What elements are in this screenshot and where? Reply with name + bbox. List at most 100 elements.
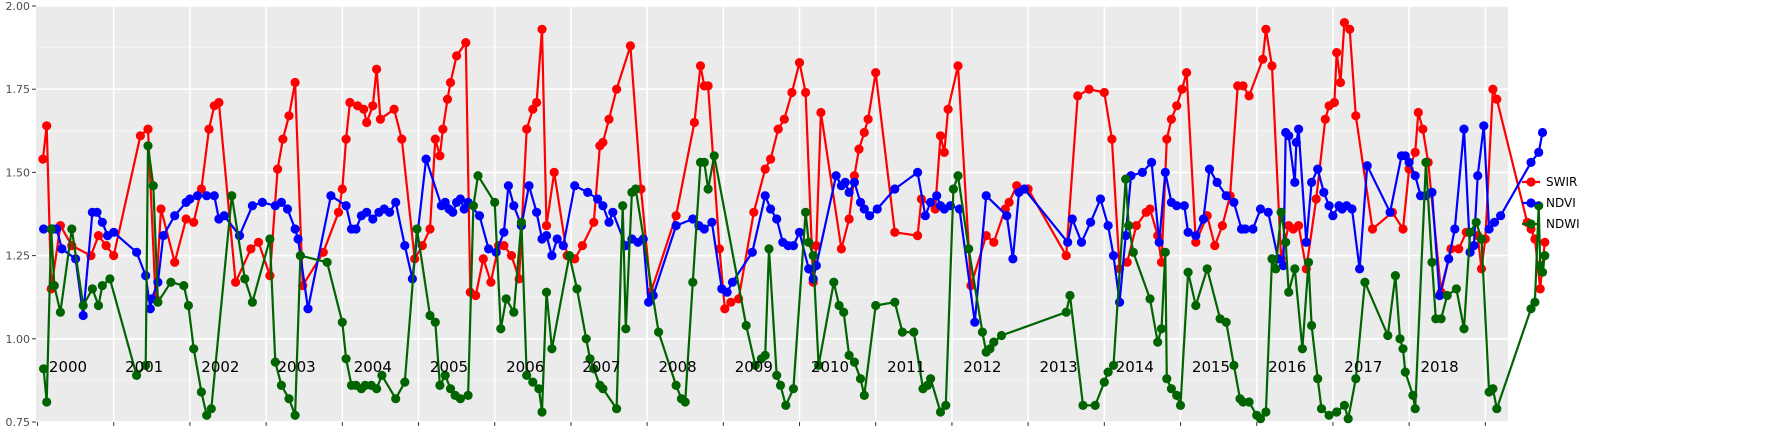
- data-point-ndvi: [772, 214, 782, 224]
- data-point-ndwi: [1090, 400, 1100, 410]
- data-point-ndvi: [1095, 194, 1106, 204]
- legend-marker: [1526, 177, 1536, 187]
- data-point-ndwi: [1290, 264, 1300, 274]
- data-point-swir: [290, 77, 300, 88]
- data-point-ndwi: [585, 354, 595, 364]
- data-point-ndvi: [1301, 237, 1311, 247]
- data-point-swir: [549, 167, 559, 177]
- data-point-swir: [93, 231, 104, 241]
- data-point-ndvi: [391, 197, 401, 207]
- data-point-ndwi: [1465, 227, 1475, 237]
- data-point-ndwi: [572, 284, 582, 294]
- data-point-swir: [1535, 284, 1545, 294]
- data-point-swir: [101, 241, 111, 251]
- data-point-ndvi: [1385, 207, 1395, 217]
- data-point-swir: [499, 241, 509, 251]
- data-point-ndvi: [92, 207, 102, 217]
- data-point-ndvi: [1484, 224, 1494, 234]
- data-point-swir: [42, 121, 52, 131]
- data-point-swir: [170, 257, 180, 267]
- data-point-swir: [854, 144, 864, 154]
- data-point-ndwi: [455, 394, 465, 404]
- data-point-ndwi: [1108, 360, 1119, 370]
- data-point-ndwi: [953, 171, 963, 181]
- legend-marker: [1526, 198, 1536, 208]
- data-point-ndwi: [183, 300, 193, 311]
- data-point-ndvi: [1008, 254, 1018, 264]
- data-point-ndvi: [1147, 157, 1157, 167]
- year-label: 2004: [354, 358, 392, 376]
- data-point-ndvi: [1278, 261, 1288, 271]
- data-point-ndwi: [688, 277, 698, 287]
- data-point-swir: [522, 124, 532, 134]
- data-point-swir: [1261, 24, 1271, 34]
- data-point-ndvi: [192, 191, 203, 201]
- data-point-ndwi: [1307, 320, 1317, 331]
- data-point-swir: [1131, 221, 1141, 231]
- data-point-ndwi: [1099, 377, 1109, 387]
- data-point-swir: [773, 124, 783, 134]
- data-point-swir: [1177, 84, 1187, 94]
- year-label: 2007: [582, 358, 620, 376]
- data-point-ndvi: [351, 224, 361, 234]
- data-point-ndwi: [1339, 400, 1349, 410]
- data-point-swir: [341, 134, 351, 144]
- year-label: 2001: [125, 358, 163, 376]
- data-point-ndvi: [1160, 167, 1170, 177]
- legend-label: SWIR: [1546, 175, 1577, 189]
- data-point-ndvi: [1255, 204, 1266, 214]
- data-point-ndwi: [618, 201, 628, 211]
- y-tick-label: 0.75: [6, 416, 31, 429]
- data-point-ndwi: [445, 384, 456, 394]
- data-point-swir: [1335, 77, 1346, 88]
- data-point-ndwi: [148, 181, 158, 191]
- data-point-ndwi: [772, 370, 782, 380]
- data-point-swir: [604, 114, 614, 124]
- data-point-ndvi: [97, 217, 107, 227]
- data-point-swir: [1294, 221, 1304, 231]
- data-point-ndwi: [372, 384, 382, 394]
- data-point-ndwi: [1145, 294, 1155, 304]
- data-point-ndwi: [509, 307, 519, 317]
- y-tick-label: 1.25: [6, 250, 31, 263]
- data-point-ndvi: [1324, 201, 1334, 211]
- data-point-ndwi: [1488, 384, 1498, 394]
- data-point-ndvi: [1291, 137, 1301, 147]
- data-point-ndwi: [153, 297, 163, 307]
- data-point-ndvi: [707, 217, 717, 227]
- data-point-swir: [760, 164, 770, 174]
- data-point-ndwi: [808, 251, 818, 261]
- data-point-ndwi: [781, 400, 791, 410]
- data-point-ndvi: [1121, 231, 1131, 241]
- data-point-ndvi: [532, 207, 542, 217]
- data-point-ndvi: [1362, 161, 1372, 171]
- data-point-swir: [375, 114, 385, 124]
- data-point-ndvi: [1067, 214, 1077, 224]
- data-point-ndwi: [42, 397, 52, 407]
- data-point-swir: [816, 107, 826, 118]
- data-point-ndvi: [1435, 290, 1445, 301]
- data-point-ndvi: [132, 247, 142, 257]
- data-point-ndvi: [455, 194, 465, 204]
- data-point-ndvi: [39, 224, 49, 234]
- legend-item-swir: SWIR: [1522, 175, 1577, 189]
- data-point-ndvi: [421, 154, 431, 164]
- data-point-ndvi: [1229, 197, 1239, 207]
- data-point-ndvi: [524, 181, 534, 191]
- data-point-swir: [689, 117, 700, 128]
- data-point-ndvi: [788, 241, 799, 251]
- data-point-ndwi: [1395, 334, 1405, 344]
- year-label: 2014: [1116, 358, 1154, 376]
- data-point-swir: [1099, 87, 1109, 98]
- data-point-swir: [1488, 84, 1498, 94]
- data-point-ndwi: [435, 380, 445, 390]
- data-point-ndwi: [709, 151, 719, 161]
- y-tick-label: 1.75: [6, 83, 31, 96]
- data-point-ndwi: [1261, 407, 1271, 417]
- data-point-ndwi: [78, 300, 88, 311]
- year-label: 2012: [963, 358, 1001, 376]
- data-point-swir: [532, 97, 542, 108]
- data-point-ndwi: [463, 390, 473, 400]
- data-point-ndvi: [926, 197, 936, 207]
- data-point-swir: [528, 104, 538, 114]
